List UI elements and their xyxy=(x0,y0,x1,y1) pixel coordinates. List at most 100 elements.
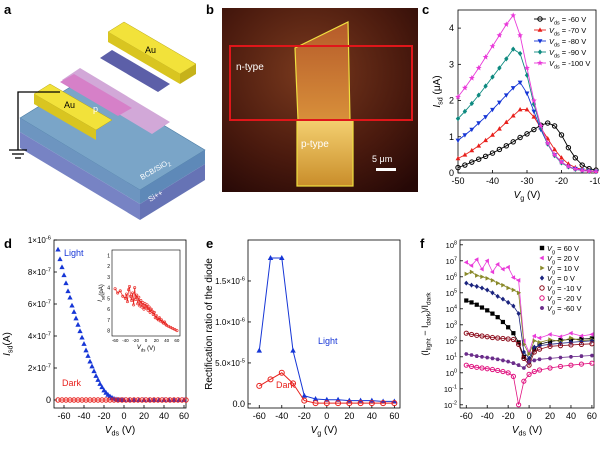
data-point-c xyxy=(462,133,468,138)
label-n: n xyxy=(126,77,131,87)
data-point-c xyxy=(524,91,530,96)
data-point-f xyxy=(495,315,500,320)
inset-point-d xyxy=(125,300,129,304)
data-point-c xyxy=(531,97,537,103)
n-region xyxy=(100,50,170,92)
legend-marker-c xyxy=(537,59,543,66)
data-point-c xyxy=(483,83,488,89)
panel-a: a Au n p Au BCB/SiO2 Si++ xyxy=(4,2,206,220)
data-point-f xyxy=(526,371,532,377)
panel-label-c: c xyxy=(422,2,429,17)
data-point-f xyxy=(578,361,585,367)
data-point-light-d xyxy=(93,373,99,378)
y-tick-label-f: 10-2 xyxy=(444,400,457,410)
data-point-f xyxy=(500,335,506,342)
panel-f: f -60 -40 -20 0 20 40 60 10-2 10-1 100 101 102 103 104… xyxy=(420,236,597,438)
y-tick-label-d: 8×10-7 xyxy=(28,268,51,278)
legend-entry-f: Vg = 0 V xyxy=(547,274,575,286)
data-point-light-d xyxy=(97,381,103,386)
data-point-c xyxy=(476,156,482,162)
inset-point-d xyxy=(147,305,151,309)
data-point-c xyxy=(496,126,502,131)
data-point-c xyxy=(489,43,496,49)
y-axis-label-c: Isd (μA) xyxy=(432,75,445,107)
panel-e: e -60 -40 -20 0 20 40 60 0.0 5.0×10-5 1.0×10-6 1.5×… xyxy=(204,236,401,438)
x-tick-label-e: 0 xyxy=(324,411,329,421)
data-point-c xyxy=(462,162,468,168)
data-point-f xyxy=(496,280,501,286)
plot-frame-e xyxy=(247,239,401,409)
data-point-c xyxy=(469,147,475,153)
data-point-f xyxy=(469,269,475,275)
series-line-e xyxy=(259,372,395,404)
x-tick-label-c: -20 xyxy=(555,176,568,186)
inset-x-tick-label-d: -60 xyxy=(112,338,119,343)
x-tick-label-e: -20 xyxy=(298,411,311,421)
data-point-f xyxy=(579,336,584,342)
data-point-e xyxy=(278,369,285,376)
x-tick-label-d: 40 xyxy=(159,411,169,421)
data-point-c xyxy=(551,123,558,129)
data-point-light-d xyxy=(85,353,91,358)
inset-y-tick-label-d: 2 xyxy=(107,264,110,270)
x-tick-label-d: 0 xyxy=(121,411,126,421)
data-point-c xyxy=(496,100,502,106)
y-tick-label-f: 101 xyxy=(446,352,457,362)
legend-entry-c: Vds = -70 V xyxy=(549,26,586,38)
data-point-f xyxy=(463,260,468,265)
panel-b: b n-type p-type 5 μm xyxy=(206,2,418,192)
data-point-f xyxy=(536,367,543,373)
y-tick-label-f: 108 xyxy=(446,240,457,250)
x-tick-label-f: -40 xyxy=(481,411,494,421)
x-tick-label-c: -50 xyxy=(451,176,464,186)
data-point-f xyxy=(521,378,527,384)
data-point-f xyxy=(505,264,510,270)
data-point-f xyxy=(484,334,490,340)
data-point-f xyxy=(479,285,485,291)
data-point-f xyxy=(490,290,495,296)
inset-point-d xyxy=(152,310,156,314)
data-point-f xyxy=(589,332,594,337)
y-tick-label-f: 105 xyxy=(446,288,457,298)
data-point-c xyxy=(476,143,482,148)
data-point-c xyxy=(469,159,475,165)
inset-point-d xyxy=(129,294,133,298)
x-tick-label-e: -60 xyxy=(253,411,266,421)
data-point-f xyxy=(568,355,574,359)
data-point-c xyxy=(469,100,474,107)
data-point-light-d xyxy=(81,341,87,346)
data-point-f xyxy=(501,282,506,288)
inset-point-d xyxy=(134,297,138,301)
data-point-f xyxy=(589,353,594,358)
data-point-f xyxy=(516,290,522,296)
data-point-f xyxy=(489,334,496,341)
legend-entry-f: Vg = -10 V xyxy=(547,284,582,296)
y-tick-label-c: 1 xyxy=(449,132,454,142)
legend-marker-f xyxy=(540,265,545,271)
data-point-f xyxy=(516,311,521,317)
data-point-f xyxy=(468,263,474,268)
data-point-f xyxy=(579,354,584,358)
data-point-c xyxy=(558,159,565,165)
x-tick-label-c: -30 xyxy=(520,176,533,186)
data-point-c xyxy=(469,127,475,133)
panel-label-b: b xyxy=(206,2,214,17)
data-point-c xyxy=(476,121,482,126)
data-point-f xyxy=(500,296,506,302)
x-tick-label-d: -20 xyxy=(97,411,110,421)
data-point-c xyxy=(517,134,523,141)
data-point-f xyxy=(495,357,500,362)
y-tick-label-c: 2 xyxy=(449,96,454,106)
inset-point-d xyxy=(126,288,130,292)
data-point-e xyxy=(312,395,319,401)
inset-point-d xyxy=(175,329,179,333)
scale-bar-label: 5 μm xyxy=(372,154,392,164)
data-point-e xyxy=(346,400,353,407)
x-tick-label-f: 20 xyxy=(545,411,555,421)
data-point-c xyxy=(510,12,517,18)
data-point-c xyxy=(559,155,564,160)
data-point-e xyxy=(380,400,387,407)
legend-marker-f xyxy=(539,295,545,301)
x-tick-label-f: 40 xyxy=(566,411,576,421)
inset-y-tick-label-d: 7 xyxy=(107,318,110,324)
